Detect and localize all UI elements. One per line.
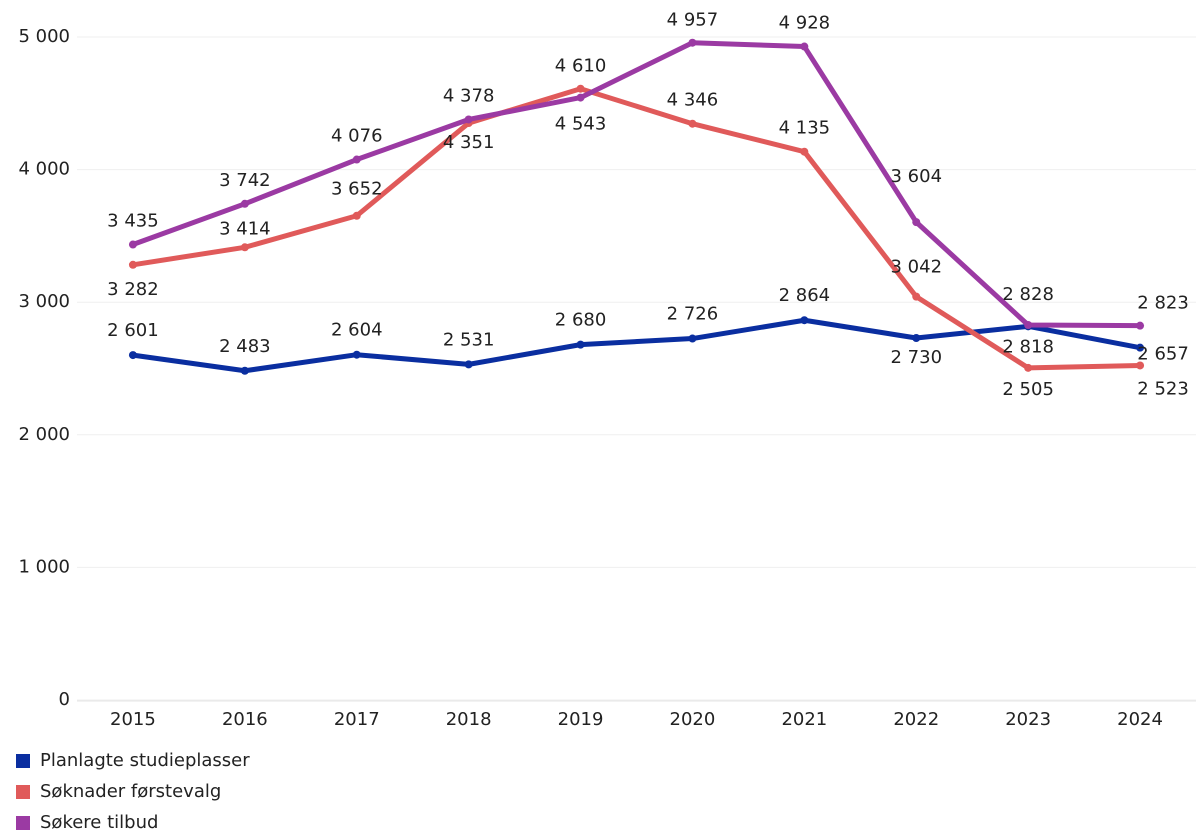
x-tick-label: 2020 [670,709,716,730]
data-label: 4 351 [443,132,495,153]
data-label: 4 135 [779,118,831,139]
x-tick-label: 2022 [893,709,939,730]
data-label: 3 282 [107,279,159,300]
y-tick-label: 1 000 [18,556,70,577]
data-label: 2 483 [219,336,271,357]
point [800,147,809,156]
data-label: 2 864 [779,285,831,306]
data-label: 4 346 [667,90,719,111]
point [128,240,137,249]
point [688,119,697,128]
point [128,351,137,360]
data-label: 4 076 [331,126,383,147]
point [240,243,249,252]
point [352,211,361,220]
point [688,334,697,343]
point [912,334,921,343]
x-tick-label: 2018 [446,709,492,730]
point [1136,343,1145,352]
x-tick-label: 2024 [1117,709,1163,730]
data-label: 4 957 [667,10,719,31]
point [912,218,921,227]
line [132,40,1141,329]
x-tick-label: 2017 [334,709,380,730]
data-label: 4 610 [555,56,607,77]
x-tick-label: 2023 [1005,709,1051,730]
y-tick-label: 5 000 [18,26,70,47]
data-label: 3 414 [219,218,271,239]
data-label: 3 042 [890,257,942,278]
point [464,360,473,369]
data-label: 2 828 [1002,284,1054,305]
data-label: 2 818 [1002,336,1054,357]
data-label: 2 601 [107,320,159,341]
legend-label: Planlagte studieplasser [40,750,250,771]
data-label: 2 823 [1137,293,1189,314]
point [912,292,921,301]
point [576,340,585,349]
legend-swatch [16,785,30,799]
x-tick-label: 2021 [781,709,827,730]
point [1136,361,1145,370]
legend-label: Søkere tilbud [40,812,158,833]
legend-swatch [16,754,30,768]
data-label: 3 742 [219,170,271,191]
point [240,366,249,375]
data-label: 2 604 [331,320,383,341]
point [576,84,585,93]
x-tick-label: 2016 [222,709,268,730]
data-label: 3 435 [107,211,159,232]
point [1024,363,1033,372]
data-label: 4 543 [555,114,607,135]
data-label: 2 657 [1137,344,1189,365]
y-tick-label: 3 000 [18,291,70,312]
point [576,93,585,102]
point [352,350,361,359]
data-label: 3 652 [331,179,383,200]
data-label: 2 680 [555,310,607,331]
y-tick-label: 4 000 [18,159,70,180]
line [132,86,1141,371]
data-label: 4 378 [443,85,495,106]
y-tick-label: 2 000 [18,424,70,445]
legend-swatch [16,816,30,830]
data-label: 2 505 [1002,379,1054,400]
point [240,199,249,208]
point [128,260,137,269]
data-label: 2 523 [1137,378,1189,399]
point [800,316,809,325]
point [1136,321,1145,330]
data-label: 3 604 [890,166,942,187]
legend-label: Søknader førstevalg [40,781,221,802]
point [1024,321,1033,330]
y-tick-label: 0 [59,689,70,710]
x-tick-label: 2015 [110,709,156,730]
point [688,38,697,47]
point [800,42,809,51]
data-label: 2 726 [667,304,719,325]
point [352,155,361,164]
data-label: 2 730 [890,347,942,368]
point [464,115,473,124]
x-tick-label: 2019 [558,709,604,730]
data-label: 2 531 [443,329,495,350]
data-label: 4 928 [779,13,831,34]
